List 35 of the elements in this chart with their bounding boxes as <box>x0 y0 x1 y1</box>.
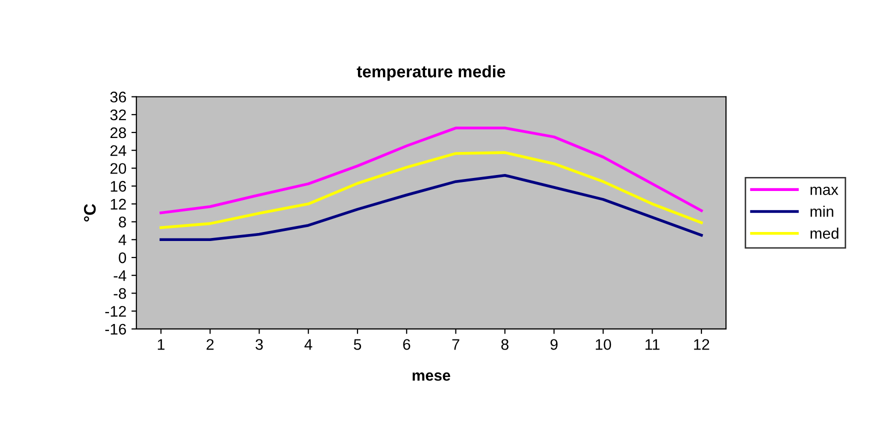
y-tick-label: -4 <box>114 270 126 281</box>
line-series <box>160 151 703 229</box>
x-tick-label: 8 <box>501 339 508 350</box>
y-tick-label: 0 <box>118 252 126 264</box>
line-series <box>160 174 703 242</box>
x-tick-label: 11 <box>646 339 660 350</box>
x-axis-title: mese <box>412 372 450 381</box>
x-tick-label: 3 <box>256 339 263 350</box>
y-tick-label: 32 <box>110 109 126 120</box>
line-series <box>160 126 703 214</box>
y-tick-label: 8 <box>118 216 126 228</box>
y-tick-label: 36 <box>110 92 126 102</box>
x-tick-label: 4 <box>304 339 312 350</box>
x-tick-label: 9 <box>550 339 558 350</box>
y-tick-label: -12 <box>105 306 126 317</box>
y-tick-label: -8 <box>114 288 126 299</box>
x-tick-label: 6 <box>403 339 410 350</box>
x-tick-label: 12 <box>694 339 710 350</box>
y-tick-label: 4 <box>118 234 126 246</box>
y-axis-title: °C <box>84 204 96 222</box>
x-tick-label: 2 <box>206 339 214 350</box>
x-tick-label: 1 <box>158 339 164 350</box>
y-tick-label: 28 <box>110 127 126 138</box>
x-tick-label: 7 <box>452 339 460 350</box>
y-tick-label: 24 <box>110 145 126 156</box>
y-tick-label: 12 <box>110 198 126 210</box>
legend-label: max <box>810 186 838 196</box>
y-tick-label: 16 <box>110 180 126 192</box>
x-tick-label: 10 <box>596 339 612 350</box>
x-tick-label: 5 <box>354 339 362 350</box>
y-tick-label: -16 <box>105 324 126 335</box>
y-tick-label: 20 <box>110 163 126 174</box>
legend-label: med <box>810 228 838 239</box>
chart-title: temperature medie <box>356 65 506 81</box>
legend-label: min <box>810 206 834 217</box>
